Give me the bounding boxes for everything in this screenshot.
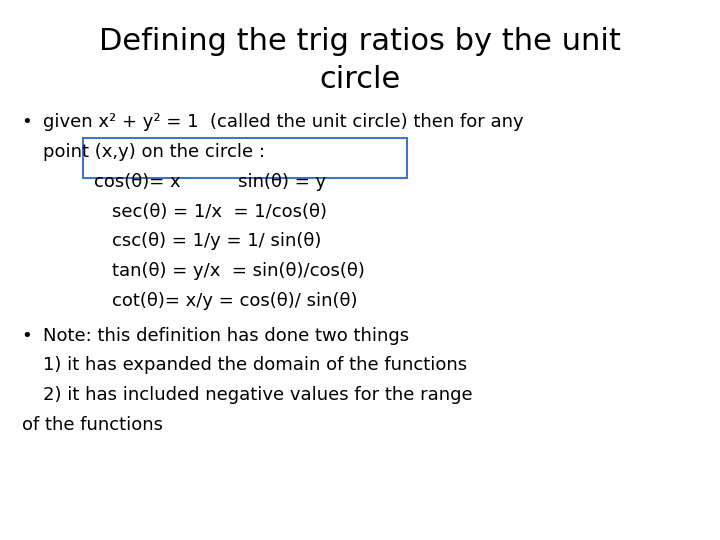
Text: 2) it has included negative values for the range: 2) it has included negative values for t… [43, 386, 473, 404]
Text: •: • [22, 113, 32, 131]
Text: Note: this definition has done two things: Note: this definition has done two thing… [43, 327, 410, 345]
Text: circle: circle [320, 65, 400, 94]
Text: 1) it has expanded the domain of the functions: 1) it has expanded the domain of the fun… [43, 356, 467, 374]
Text: csc(θ) = 1/y = 1/ sin(θ): csc(θ) = 1/y = 1/ sin(θ) [112, 232, 321, 250]
Text: sec(θ) = 1/x  = 1/cos(θ): sec(θ) = 1/x = 1/cos(θ) [112, 202, 327, 220]
Text: Defining the trig ratios by the unit: Defining the trig ratios by the unit [99, 27, 621, 56]
Text: point (x,y) on the circle :: point (x,y) on the circle : [43, 143, 265, 161]
Text: tan(θ) = y/x  = sin(θ)/cos(θ): tan(θ) = y/x = sin(θ)/cos(θ) [112, 262, 364, 280]
Text: given x² + y² = 1  (called the unit circle) then for any: given x² + y² = 1 (called the unit circl… [43, 113, 524, 131]
Text: •: • [22, 327, 32, 345]
Text: of the functions: of the functions [22, 416, 163, 434]
Text: cos(θ)= x          sin(θ) = y: cos(θ)= x sin(θ) = y [94, 173, 325, 191]
Text: cot(θ)= x/y = cos(θ)/ sin(θ): cot(θ)= x/y = cos(θ)/ sin(θ) [112, 292, 357, 309]
